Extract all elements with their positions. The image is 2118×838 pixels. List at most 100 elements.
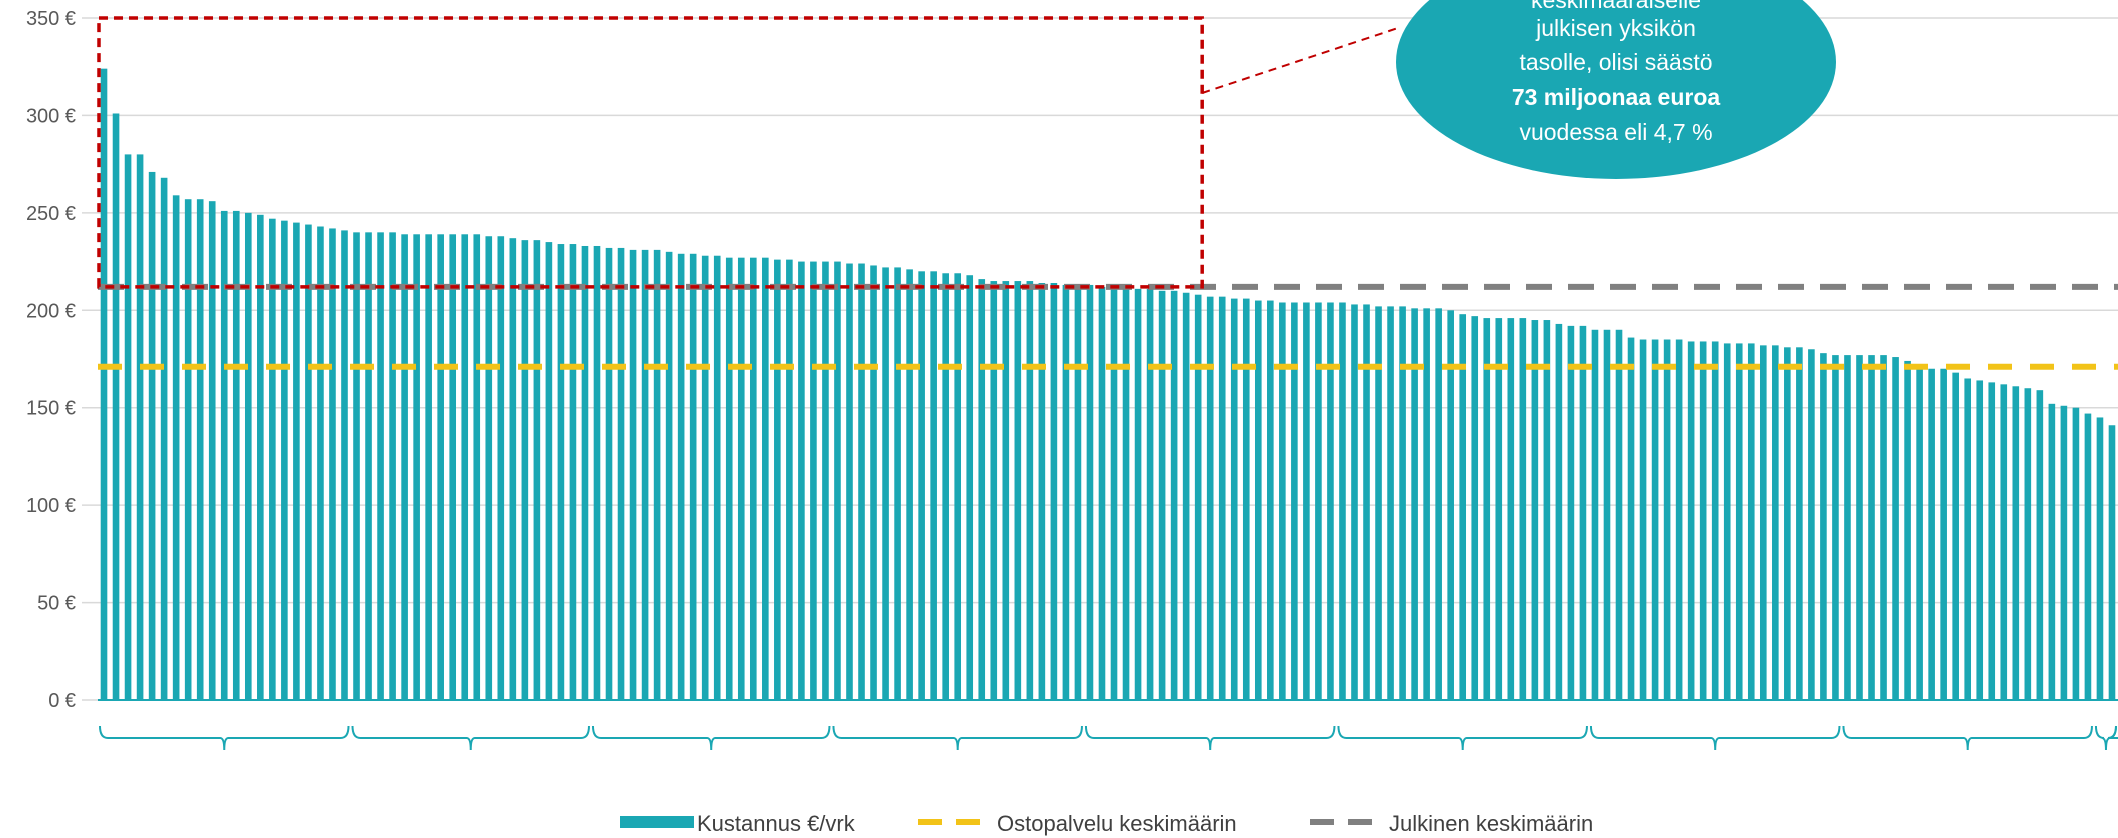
bar (1050, 283, 1058, 700)
bar (533, 240, 541, 700)
bar (701, 255, 709, 700)
bar (2060, 405, 2068, 700)
bar (485, 236, 493, 701)
bar (1423, 308, 1430, 700)
legend-label-cost: Kustannus €/vrk (697, 811, 856, 836)
bar (689, 253, 697, 700)
bar (2024, 388, 2032, 700)
bar (1531, 320, 1539, 700)
bar (1868, 355, 1875, 700)
bar (1808, 349, 1815, 700)
bar (1387, 306, 1394, 700)
bar (1796, 347, 1803, 700)
average-lines (98, 283, 2118, 370)
bar (100, 68, 108, 701)
legend-swatch-cost (620, 816, 694, 828)
callout-bold-line: 73 miljoonaa euroa (1512, 84, 1721, 110)
bar (1459, 314, 1467, 700)
bar (1591, 329, 1599, 700)
bar (1747, 343, 1755, 700)
bar (2012, 386, 2020, 700)
bar (1675, 339, 1683, 700)
bar (1880, 355, 1887, 700)
bar (112, 113, 120, 701)
bar (954, 273, 962, 700)
bar (1471, 316, 1479, 700)
y-tick-label: 100 € (26, 495, 76, 517)
bar (244, 212, 252, 700)
bar (160, 177, 168, 701)
bar (2084, 413, 2092, 700)
bar (389, 232, 396, 701)
y-tick-label: 150 € (26, 398, 76, 420)
bar (1411, 308, 1418, 700)
bar (1062, 284, 1070, 700)
bar (401, 234, 408, 700)
bar (2072, 407, 2080, 700)
bar (1230, 298, 1238, 700)
y-tick-label: 0 € (48, 690, 76, 712)
bar (437, 234, 444, 700)
bar (1435, 308, 1442, 700)
group-bracket (2107, 725, 2118, 739)
bar (617, 247, 625, 700)
bar (1254, 300, 1262, 700)
bar (2036, 390, 2044, 700)
bar (713, 255, 721, 700)
bar (196, 199, 204, 700)
callout-bubble (1396, 0, 1836, 179)
bar (461, 234, 469, 700)
bar (1074, 284, 1082, 700)
savings-callout: keskimääräiselle julkisen yksikön tasoll… (1396, 0, 1836, 179)
bar (737, 257, 745, 700)
group-bracket (1337, 725, 1588, 751)
group-bracket (1842, 725, 2093, 751)
bar (593, 245, 601, 701)
callout-line-2: julkisen yksikön (1535, 15, 1696, 41)
group-bracket (99, 725, 350, 751)
bar (1447, 310, 1454, 700)
bar (1952, 372, 1959, 700)
bar (413, 234, 420, 700)
bar (377, 232, 384, 701)
bar (557, 244, 565, 700)
bar (1856, 355, 1863, 700)
bar (1291, 302, 1298, 700)
bar (329, 228, 336, 700)
bar (172, 195, 180, 700)
bar (1892, 357, 1899, 700)
highlight-rectangle (97, 16, 1204, 289)
bar (1146, 288, 1154, 700)
bar (1832, 355, 1839, 700)
bar (509, 238, 517, 700)
bar (1098, 286, 1106, 700)
bar (124, 154, 132, 700)
y-tick-label: 350 € (26, 8, 76, 30)
bar (1711, 341, 1719, 700)
bar (1014, 281, 1022, 700)
bar (810, 261, 817, 700)
bar (569, 244, 577, 700)
bar (1339, 302, 1346, 700)
legend: Kustannus €/vrk Ostopalvelu keskimäärin … (620, 811, 1593, 836)
bar (677, 253, 685, 700)
bar (1735, 343, 1743, 700)
bar (774, 259, 781, 700)
bar (641, 249, 649, 700)
bar (1603, 329, 1611, 700)
bar (966, 275, 974, 700)
bar (605, 247, 613, 700)
bar (942, 273, 949, 700)
bar (1327, 302, 1334, 700)
y-axis: 0 € 50 € 100 € 150 € 200 € 250 € 300 € 350 € (26, 8, 76, 712)
bar (208, 201, 216, 700)
bar (425, 234, 432, 700)
bar (1279, 302, 1286, 700)
bar (305, 224, 312, 700)
legend-label-public-average: Julkinen keskimäärin (1389, 811, 1593, 836)
bar (882, 267, 889, 700)
y-tick-label: 50 € (37, 593, 76, 615)
bar (1687, 341, 1695, 700)
bar (1495, 318, 1503, 700)
